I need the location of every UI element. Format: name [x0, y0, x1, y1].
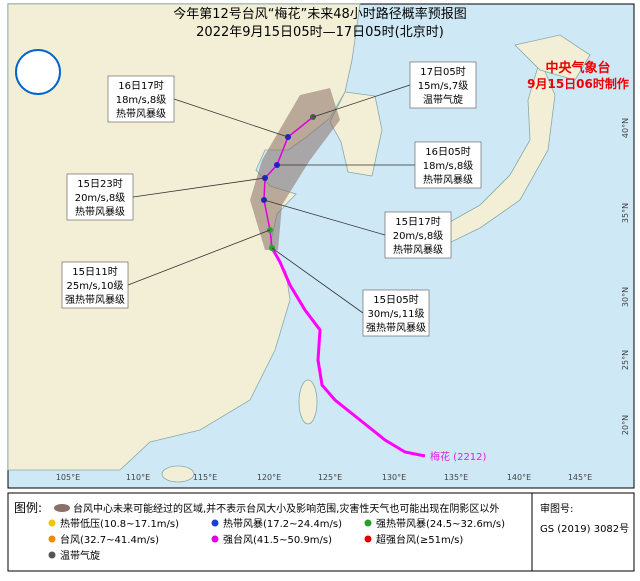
lon-label: 130°E	[382, 473, 406, 482]
legend-item: 热带风暴(17.2~24.4m/s)	[223, 517, 342, 530]
callout-text: 15日23时	[77, 178, 122, 190]
callout-text: 温带气旋	[423, 93, 463, 106]
callout-text: 热带风暴级	[393, 243, 443, 256]
subtitle: 2022年9月15日05时—17日05时(北京时)	[196, 25, 444, 40]
callout-text: 17日05时	[420, 66, 465, 78]
callout-text: 热带风暴级	[116, 107, 166, 120]
lon-label: 105°E	[56, 473, 80, 482]
legend-item: 强台风(41.5~50.9m/s)	[223, 533, 332, 546]
callout-box	[107, 75, 175, 123]
lon-label: 110°E	[126, 473, 150, 482]
legend-item: 超强台风(≥51m/s)	[376, 533, 463, 546]
legend-item: 台风(32.7~41.4m/s)	[60, 533, 159, 546]
lon-label: 115°E	[193, 473, 217, 482]
land	[7, 3, 591, 483]
callout-text: 25m/s,10级	[67, 280, 124, 292]
callout-text: 18m/s,8级	[116, 94, 167, 106]
axes: 105°E 110°E 115°E 120°E 125°E 130°E 135°E 140°E…	[56, 118, 630, 482]
agency-logo	[15, 49, 61, 95]
legend-item: 强热带风暴(24.5~32.6m/s)	[376, 517, 505, 530]
callout-text: 30m/s,11级	[368, 308, 425, 320]
legend-swatch	[211, 519, 219, 527]
typhoon-label: 梅花 (2212)	[430, 450, 487, 463]
title: 今年第12号台风“梅花”未来48小时路径概率预报图	[173, 6, 467, 22]
callout-box	[61, 261, 129, 309]
callout-text: 热带风暴级	[423, 173, 473, 186]
legend-swatch	[364, 535, 372, 543]
legend-swatch	[364, 519, 372, 527]
issued-time: 9月15日06时制作	[527, 76, 629, 91]
legend-cone-text: 台风中心未来可能经过的区域,并不表示台风大小及影响范围,灾害性天气也可能出现在阴…	[73, 502, 499, 515]
lat-label: 20°N	[621, 415, 630, 435]
approval-number: GS (2019) 3082号	[540, 523, 629, 535]
legend-swatch	[48, 551, 56, 559]
legend-item: 热带低压(10.8~17.1m/s)	[60, 517, 179, 530]
callout-leader	[132, 177, 266, 198]
callout-box	[362, 289, 430, 337]
legend-swatch	[211, 535, 219, 543]
callout-text: 15日11时	[72, 266, 117, 278]
callout-text: 20m/s,8级	[393, 230, 444, 242]
callout-leader	[127, 229, 271, 286]
callout-text: 16日17时	[118, 80, 163, 92]
lon-label: 140°E	[507, 473, 531, 482]
lat-label: 40°N	[621, 118, 630, 138]
legend-items: 热带低压(10.8~17.1m/s) 热带风暴(17.2~24.4m/s) 强热带风…	[48, 517, 505, 562]
callout-text: 强热带风暴级	[65, 293, 125, 306]
callout-text: 热带风暴级	[75, 205, 125, 218]
callout-text: 15日17时	[395, 216, 440, 228]
lat-label: 30°N	[621, 287, 630, 307]
callout-box	[414, 141, 482, 189]
past-track	[270, 247, 426, 458]
callout-text: 18m/s,8级	[423, 160, 474, 172]
callout-text: 20m/s,8级	[75, 192, 126, 204]
callout-text: 强热带风暴级	[366, 321, 426, 334]
agency-name: 中央气象台	[545, 60, 610, 76]
lon-label: 120°E	[257, 473, 281, 482]
callout-leader	[312, 84, 411, 118]
legend-swatch	[48, 535, 56, 543]
lat-label: 25°N	[621, 350, 630, 370]
legend-box	[7, 492, 635, 572]
probability-cone	[250, 88, 340, 250]
lon-label: 135°E	[444, 473, 468, 482]
callout-box	[384, 211, 452, 259]
callout-text: 16日05时	[425, 146, 470, 158]
callout-leader	[263, 199, 386, 236]
legend-item: 温带气旋	[60, 549, 100, 562]
callout-box	[409, 61, 477, 109]
lat-label: 35°N	[621, 203, 630, 223]
callout-box	[66, 173, 134, 221]
lon-label: 125°E	[318, 473, 342, 482]
callout-text: 15日05时	[373, 294, 418, 306]
approval-label: 审图号:	[540, 502, 573, 515]
legend-cone-swatch	[54, 504, 70, 512]
callout-text: 15m/s,7级	[418, 80, 469, 92]
lon-label: 145°E	[568, 473, 592, 482]
callout-leader	[173, 98, 289, 138]
legend-title: 图例:	[14, 501, 42, 515]
callouts: 16日17时18m/s,8级热带风暴级17日05时15m/s,7级温带气旋16日…	[61, 61, 482, 337]
callout-leader	[271, 247, 364, 314]
legend-swatch	[48, 519, 56, 527]
